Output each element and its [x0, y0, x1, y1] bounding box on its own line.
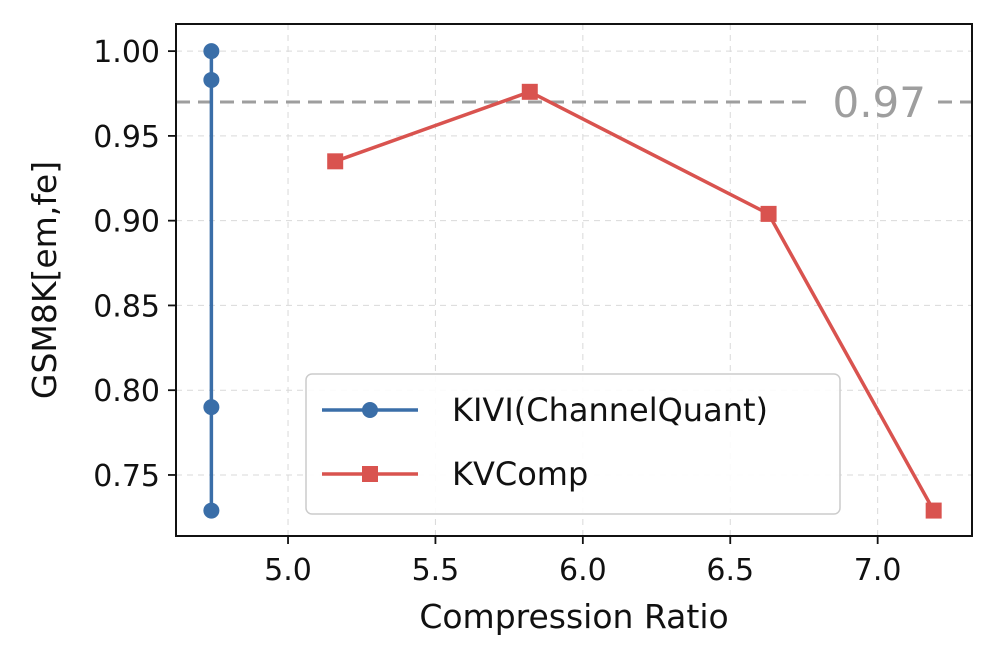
data-point: [203, 43, 220, 60]
legend: KIVI(ChannelQuant) KVComp: [305, 373, 841, 515]
x-tick-label: 5.0: [264, 553, 312, 588]
series-line-1: [334, 90, 936, 512]
data-point: [925, 502, 942, 519]
y-tick-label: 0.85: [93, 289, 160, 324]
x-tick-label: 6.5: [706, 553, 754, 588]
legend-marker-kivi: [362, 402, 378, 418]
y-tick-label: 0.75: [93, 459, 160, 494]
plot-frame: [175, 23, 973, 537]
x-tick-label: 7.0: [854, 553, 902, 588]
y-tick-label: 0.95: [93, 120, 160, 155]
data-point: [203, 502, 220, 519]
x-axis-label: Compression Ratio: [419, 597, 728, 636]
data-point: [203, 399, 220, 416]
x-tick-label: 6.0: [559, 553, 607, 588]
y-tick-label: 0.90: [93, 205, 160, 240]
series-layer: [203, 43, 942, 519]
data-point: [760, 205, 777, 222]
legend-label-kvcomp: KVComp: [452, 455, 588, 493]
legend-box: [305, 373, 841, 515]
reference-line-label: 0.97: [832, 78, 926, 127]
data-point: [521, 83, 538, 100]
reference-line-layer: 0.97: [176, 78, 972, 127]
y-tick-label: 0.80: [93, 374, 160, 409]
y-axis-label: GSM8K[em,fe]: [25, 161, 64, 399]
tick-layer: 5.0 5.5 6.0 6.5 7.0 0.75 0.80 0.85 0.90 0.95 1.00: [93, 35, 901, 588]
data-point: [203, 71, 220, 88]
x-tick-label: 5.5: [412, 553, 460, 588]
legend-label-kivi: KIVI(ChannelQuant): [452, 391, 768, 429]
data-point: [327, 153, 344, 170]
y-tick-label: 1.00: [93, 35, 160, 70]
legend-marker-kvcomp: [362, 466, 378, 482]
